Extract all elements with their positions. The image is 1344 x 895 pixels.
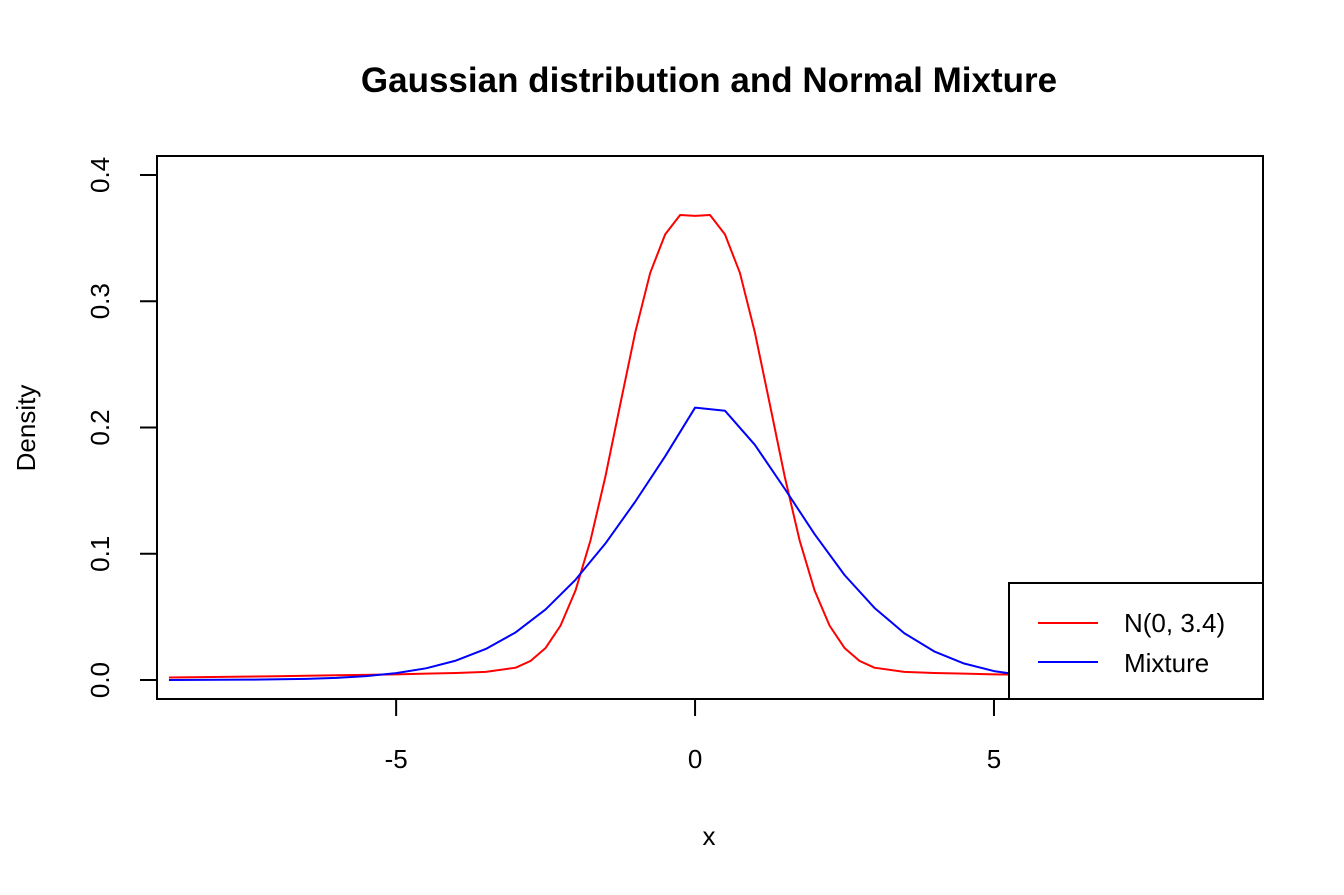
x-axis-label: x [703,821,716,851]
y-tick-label: 0.4 [85,157,115,193]
y-axis: 0.0 0.1 0.2 0.3 0.4 [85,157,158,698]
legend-label-1: Mixture [1124,648,1209,678]
y-tick-label: 0.1 [85,536,115,572]
y-tick-label: 0.2 [85,409,115,445]
y-axis-label: Density [11,385,41,472]
series-layer [168,213,1066,682]
series-line-1 [168,406,1054,682]
series-line-0 [168,213,1066,679]
x-tick-label: 5 [987,744,1001,774]
x-tick-label: -5 [385,744,408,774]
chart-title: Gaussian distribution and Normal Mixture [361,61,1057,100]
x-axis: -5 0 5 [385,698,1001,774]
legend-box [1008,582,1264,700]
legend: N(0, 3.4) Mixture [1008,582,1264,700]
y-tick-label: 0.0 [85,662,115,698]
y-tick-label: 0.3 [85,283,115,319]
legend-label-0: N(0, 3.4) [1124,608,1225,638]
x-tick-label: 0 [688,744,702,774]
